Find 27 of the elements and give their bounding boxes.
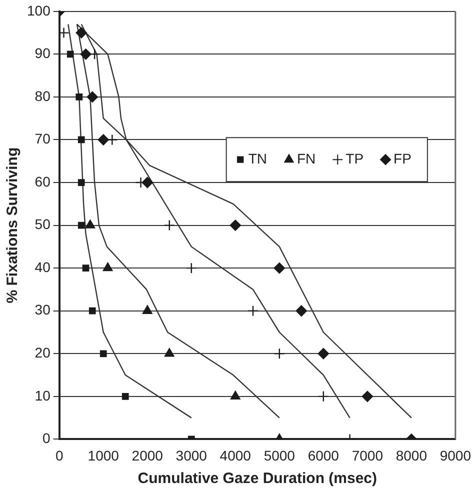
x-tick-label: 3000 xyxy=(176,447,208,464)
y-tick-label: 50 xyxy=(34,216,51,232)
y-tick-label: 60 xyxy=(34,173,51,190)
y-axis-title: % Fixations Surviving xyxy=(4,147,22,304)
x-tick-label: 7000 xyxy=(352,447,384,464)
y-tick-label: 0 xyxy=(42,430,51,446)
x-axis-title: Cumulative Gaze Duration (msec) xyxy=(138,470,378,488)
x-tick-label: 9000 xyxy=(440,447,472,464)
x-tick-label: 8000 xyxy=(396,447,428,464)
y-tick-label: 30 xyxy=(34,302,51,318)
x-tick-label: 1000 xyxy=(88,447,120,464)
y-tick-label: 90 xyxy=(34,45,51,62)
y-tick-label: 70 xyxy=(34,130,51,147)
y-tick-label: 20 xyxy=(34,344,51,360)
x-tick-label: 5000 xyxy=(264,447,296,464)
x-tick-label: 4000 xyxy=(220,447,252,464)
legend-label: FN xyxy=(296,150,316,166)
legend-label: TN xyxy=(248,150,267,166)
x-tick-label: 0 xyxy=(55,447,64,464)
legend-label: TP xyxy=(346,150,364,166)
x-tick-label: 6000 xyxy=(308,447,340,464)
y-tick-label: 40 xyxy=(34,258,51,275)
y-tick-label: 100 xyxy=(27,2,51,18)
y-tick-label: 10 xyxy=(34,387,51,404)
x-tick-label: 2000 xyxy=(132,447,164,464)
legend-label: FP xyxy=(394,150,412,166)
y-tick-label: 80 xyxy=(34,88,51,104)
